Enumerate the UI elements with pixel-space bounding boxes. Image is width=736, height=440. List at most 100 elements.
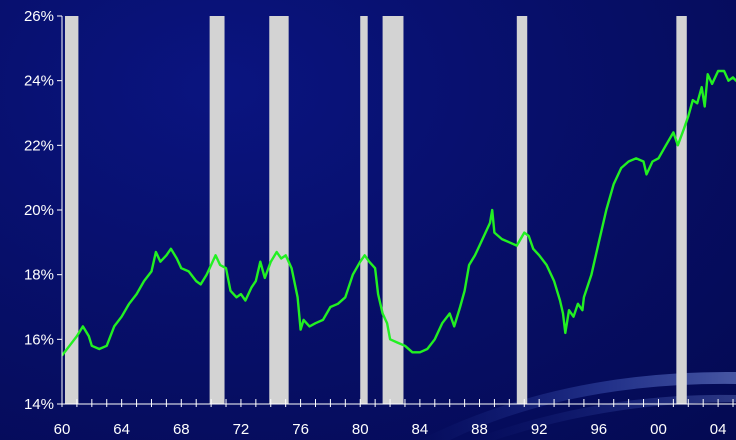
data-point bbox=[613, 183, 615, 185]
data-point bbox=[121, 316, 123, 318]
y-tick-label: 14% bbox=[24, 396, 54, 413]
y-tick-label: 26% bbox=[24, 8, 54, 25]
recession-band bbox=[209, 16, 225, 404]
data-point bbox=[628, 160, 630, 163]
data-point bbox=[404, 345, 406, 347]
data-point bbox=[723, 70, 725, 72]
data-point bbox=[337, 303, 339, 305]
data-point bbox=[128, 303, 130, 305]
background-swoosh bbox=[420, 371, 736, 440]
data-point bbox=[308, 325, 311, 327]
data-point bbox=[441, 322, 443, 324]
data-point bbox=[235, 296, 238, 298]
data-point bbox=[374, 267, 376, 269]
data-point bbox=[489, 222, 491, 224]
x-tick-label: 84 bbox=[412, 421, 429, 438]
data-point bbox=[359, 261, 361, 263]
data-point bbox=[572, 316, 575, 318]
data-point bbox=[396, 342, 399, 344]
data-point bbox=[176, 257, 178, 260]
data-point bbox=[219, 264, 221, 266]
data-point bbox=[583, 296, 585, 298]
data-point bbox=[532, 248, 534, 250]
data-point bbox=[590, 274, 593, 276]
data-point bbox=[711, 83, 713, 85]
data-point bbox=[732, 76, 734, 78]
data-point bbox=[508, 241, 510, 243]
data-point bbox=[564, 332, 566, 334]
data-point bbox=[300, 329, 302, 331]
data-point bbox=[677, 144, 679, 146]
data-point bbox=[280, 257, 282, 260]
data-point bbox=[453, 325, 455, 327]
data-point bbox=[696, 102, 698, 104]
y-tick-label: 24% bbox=[24, 73, 54, 90]
recession-band bbox=[360, 16, 368, 404]
x-tick-label: 96 bbox=[590, 421, 607, 438]
data-point bbox=[538, 254, 540, 256]
data-point bbox=[559, 299, 561, 302]
x-tick-label: 04 bbox=[710, 421, 727, 438]
data-point bbox=[225, 267, 227, 269]
data-point bbox=[210, 264, 212, 266]
data-point bbox=[459, 306, 461, 308]
data-point bbox=[303, 319, 305, 321]
data-point bbox=[113, 325, 115, 327]
data-point bbox=[82, 325, 84, 327]
data-point bbox=[683, 128, 685, 130]
data-point bbox=[150, 270, 153, 272]
data-point bbox=[434, 338, 436, 340]
x-tick-label: 68 bbox=[173, 421, 190, 438]
data-point bbox=[528, 235, 530, 237]
data-point bbox=[449, 312, 451, 315]
y-tick-label: 20% bbox=[24, 202, 54, 219]
data-point bbox=[170, 248, 172, 250]
x-tick-label: 88 bbox=[471, 421, 488, 438]
data-point bbox=[665, 144, 667, 146]
x-tick-label: 00 bbox=[650, 421, 667, 438]
data-point bbox=[468, 264, 470, 266]
data-point bbox=[581, 309, 584, 311]
data-point bbox=[270, 261, 272, 263]
data-point bbox=[155, 251, 157, 253]
recession-band bbox=[382, 16, 404, 404]
data-point bbox=[727, 80, 730, 82]
y-tick-label: 16% bbox=[24, 331, 54, 348]
data-point bbox=[642, 160, 645, 163]
recession-bands bbox=[64, 16, 687, 404]
data-point bbox=[188, 270, 190, 272]
x-tick-label: 76 bbox=[292, 421, 309, 438]
data-point bbox=[546, 264, 548, 266]
data-point bbox=[598, 241, 600, 243]
data-point bbox=[240, 293, 242, 295]
data-point bbox=[322, 319, 324, 321]
data-point bbox=[215, 254, 217, 256]
data-point bbox=[314, 322, 317, 324]
data-point bbox=[386, 322, 388, 324]
data-point bbox=[291, 267, 293, 269]
data-point bbox=[516, 245, 518, 247]
data-point bbox=[136, 293, 138, 295]
data-point bbox=[206, 274, 208, 276]
data-point bbox=[255, 280, 257, 282]
x-tick-label: 64 bbox=[113, 421, 130, 438]
data-point bbox=[229, 290, 232, 292]
data-point bbox=[195, 280, 197, 282]
data-point bbox=[419, 351, 421, 353]
data-point bbox=[344, 296, 346, 298]
data-point bbox=[76, 335, 78, 337]
data-point bbox=[620, 167, 622, 169]
y-tick-label: 22% bbox=[24, 137, 54, 154]
series-layer bbox=[62, 69, 736, 357]
data-point bbox=[568, 309, 570, 311]
data-point bbox=[364, 254, 366, 256]
data-point bbox=[68, 345, 71, 347]
data-point bbox=[200, 283, 202, 285]
data-point bbox=[717, 70, 719, 72]
data-point bbox=[553, 280, 555, 282]
data-point bbox=[484, 232, 487, 234]
data-point bbox=[159, 261, 161, 263]
x-tick-label: 92 bbox=[531, 421, 548, 438]
data-point bbox=[493, 232, 495, 234]
